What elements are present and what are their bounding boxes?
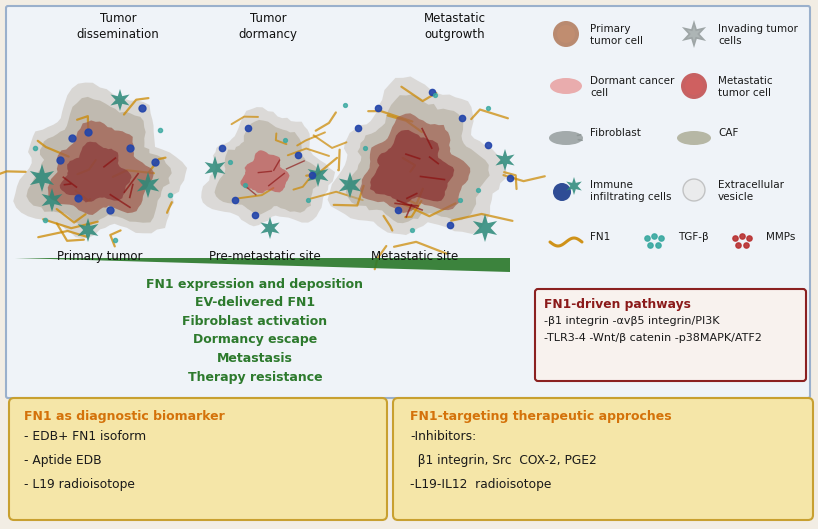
Polygon shape [47,121,154,215]
Text: Primary
tumor cell: Primary tumor cell [590,24,643,47]
Text: FN1-targeting therapeutic approches: FN1-targeting therapeutic approches [410,410,672,423]
Polygon shape [370,130,454,203]
Circle shape [681,73,707,99]
Text: Fibroblast activation: Fibroblast activation [182,315,327,328]
Text: CAF: CAF [718,128,739,138]
Polygon shape [360,113,470,213]
Polygon shape [15,258,510,272]
Circle shape [557,25,575,43]
Text: TGF-β: TGF-β [678,232,708,242]
Polygon shape [240,150,290,194]
Text: Invading tumor
cells: Invading tumor cells [718,24,798,47]
Text: Dormant cancer
cell: Dormant cancer cell [590,76,674,98]
Text: Pre-metastatic site: Pre-metastatic site [209,250,321,263]
Text: Extracellular
vesicle: Extracellular vesicle [718,180,784,203]
Text: Fibroblast: Fibroblast [590,128,640,138]
Text: Immune
infiltrating cells: Immune infiltrating cells [590,180,672,203]
Polygon shape [78,218,98,242]
Circle shape [685,77,703,95]
Text: -L19-IL12  radioisotope: -L19-IL12 radioisotope [410,478,551,491]
Polygon shape [308,163,328,187]
Text: Metastasis: Metastasis [217,352,293,365]
FancyBboxPatch shape [9,398,387,520]
Text: Dormancy escape: Dormancy escape [193,333,317,346]
Polygon shape [204,156,226,180]
Polygon shape [496,149,515,171]
Polygon shape [26,97,172,225]
Polygon shape [687,26,701,42]
Text: -Inhibitors:: -Inhibitors: [410,430,476,443]
FancyBboxPatch shape [6,6,810,398]
Circle shape [553,21,579,47]
Polygon shape [110,89,129,111]
Polygon shape [30,164,54,192]
Polygon shape [13,83,187,238]
Ellipse shape [550,78,582,94]
FancyBboxPatch shape [535,289,806,381]
Text: Metastatic
outgrowth: Metastatic outgrowth [424,12,486,41]
Polygon shape [339,172,362,198]
Polygon shape [260,217,280,239]
Text: Therapy resistance: Therapy resistance [187,370,322,384]
Polygon shape [566,177,582,195]
Text: Metastatic
tumor cell: Metastatic tumor cell [718,76,773,98]
Text: FN1 as diagnostic biomarker: FN1 as diagnostic biomarker [24,410,225,423]
Polygon shape [682,20,706,48]
Text: FN1 expression and deposition: FN1 expression and deposition [146,278,363,291]
Polygon shape [473,214,497,242]
Text: -TLR3-4 -Wnt/β catenin -p38MAPK/ATF2: -TLR3-4 -Wnt/β catenin -p38MAPK/ATF2 [544,333,762,343]
Circle shape [553,183,571,201]
Text: -β1 integrin -αvβ5 integrin/PI3K: -β1 integrin -αvβ5 integrin/PI3K [544,316,720,326]
Polygon shape [346,94,490,223]
Polygon shape [137,172,160,198]
Text: β1 integrin, Src  COX-2, PGE2: β1 integrin, Src COX-2, PGE2 [410,454,597,467]
Text: Tumor
dissemination: Tumor dissemination [77,12,160,41]
Text: MMPs: MMPs [766,232,795,242]
Polygon shape [60,142,132,203]
Text: Primary tumor: Primary tumor [57,250,143,263]
Polygon shape [42,188,62,212]
Polygon shape [327,77,506,235]
Text: - L19 radioisotope: - L19 radioisotope [24,478,135,491]
Circle shape [683,179,705,201]
Text: Tumor
dormancy: Tumor dormancy [239,12,298,41]
Ellipse shape [677,131,711,145]
Text: Metastatic site: Metastatic site [371,250,459,263]
Text: EV-delivered FN1: EV-delivered FN1 [195,296,315,309]
Text: FN1-driven pathways: FN1-driven pathways [544,298,691,311]
Polygon shape [201,107,335,226]
FancyBboxPatch shape [393,398,813,520]
Text: - EDB+ FN1 isoform: - EDB+ FN1 isoform [24,430,146,443]
Polygon shape [214,120,321,215]
Ellipse shape [549,131,583,145]
Text: - Aptide EDB: - Aptide EDB [24,454,101,467]
Text: FN1: FN1 [590,232,610,242]
